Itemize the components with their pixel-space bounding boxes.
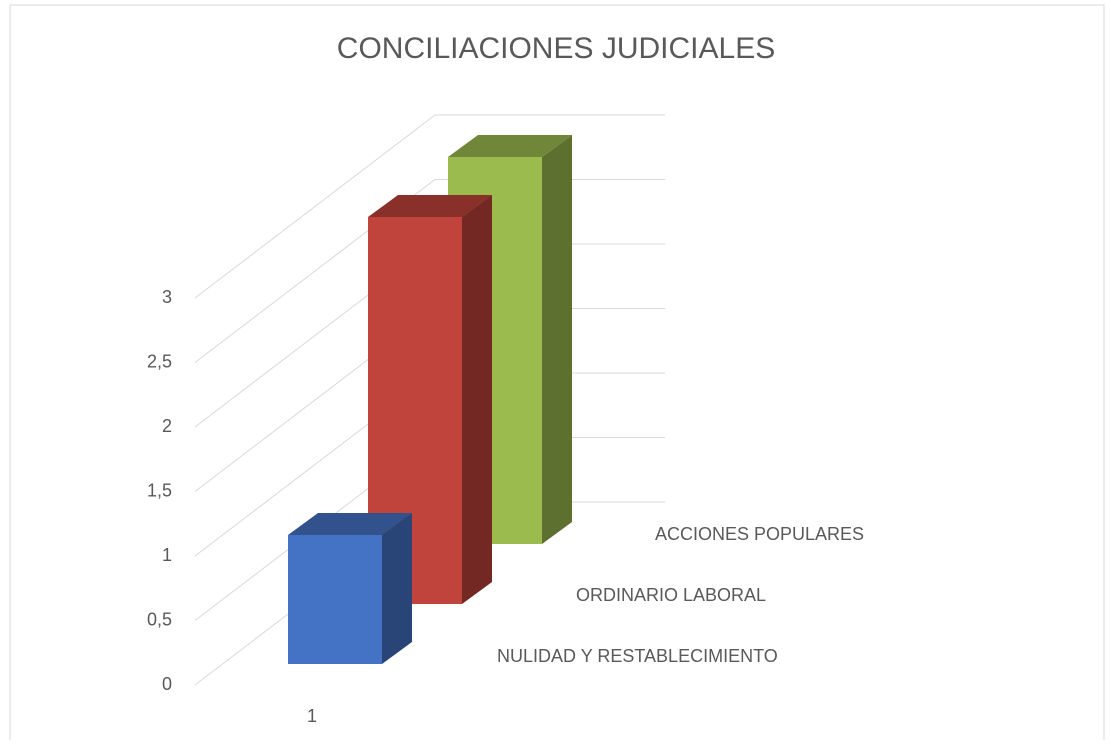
bar-top [448, 135, 572, 157]
chart-frame [9, 4, 1105, 745]
grid-line [194, 179, 665, 363]
bar [288, 513, 412, 664]
y-tick-label: 1 [162, 545, 172, 565]
y-tick-label: 0 [162, 674, 172, 694]
bar [368, 195, 492, 604]
series-label: NULIDAD Y RESTABLECIMIENTO [497, 646, 778, 666]
bar-front [288, 535, 382, 664]
bars [288, 135, 572, 664]
y-tick-label: 1,5 [147, 480, 172, 500]
bar-side [382, 513, 412, 664]
y-tick-label: 0,5 [147, 609, 172, 629]
y-tick-label: 2,5 [147, 351, 172, 371]
y-tick-label: 3 [162, 287, 172, 307]
x-tick-label: 1 [307, 706, 317, 726]
series-label: ORDINARIO LABORAL [576, 585, 766, 605]
bar-top [288, 513, 412, 535]
bar-top [368, 195, 492, 217]
bar-side [542, 135, 572, 544]
series-label: ACCIONES POPULARES [655, 524, 864, 544]
y-tick-label: 2 [162, 416, 172, 436]
grid-line [194, 114, 665, 299]
bar-side [462, 195, 492, 604]
chart-title: CONCILIACIONES JUDICIALES [337, 32, 775, 65]
